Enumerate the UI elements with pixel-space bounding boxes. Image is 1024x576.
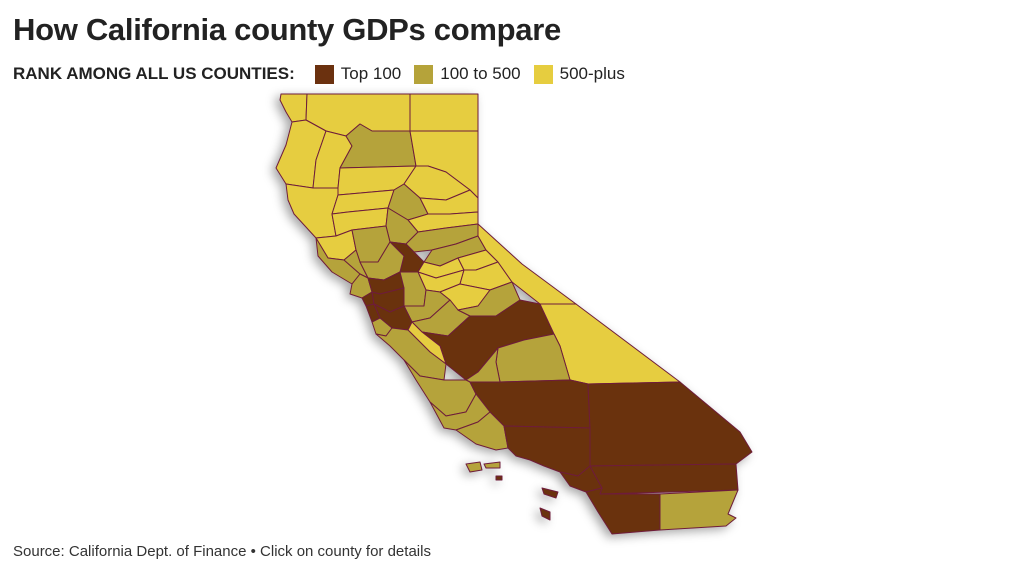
legend-swatch-500-plus [533,64,553,84]
county-mendocino[interactable] [285,183,339,239]
legend-item-top-100: Top 100 [314,64,402,84]
island-santa-cruz[interactable] [483,461,501,469]
county-del-norte[interactable] [279,93,308,123]
legend-item-500-plus: 500-plus [533,64,625,84]
county-monterey[interactable] [375,327,447,381]
island-san-clemente[interactable] [539,507,551,521]
legend-label: RANK AMONG ALL US COUNTIES: [13,64,295,83]
county-riverside[interactable] [589,463,739,495]
county-imperial[interactable] [659,489,739,531]
legend-text-top-100: Top 100 [340,64,402,83]
legend-item-100-to-500: 100 to 500 [414,64,521,84]
legend-swatch-top-100 [314,64,334,84]
county-ventura[interactable] [455,411,509,451]
legend-text-100-to-500: 100 to 500 [440,64,521,83]
source-note: Source: California Dept. of Finance • Cl… [13,543,431,560]
island-san-nicolas[interactable] [495,475,503,481]
island-catalina[interactable] [541,487,559,499]
island-santa-rosa[interactable] [465,461,483,473]
county-los-angeles[interactable] [503,425,591,477]
legend-swatch-100-to-500 [414,64,434,84]
legend-text-500-plus: 500-plus [559,64,625,83]
state-group [275,93,753,535]
map-title: How California county GDPs compare [13,12,561,47]
county-san-bernardino[interactable] [587,381,753,467]
county-san-diego[interactable] [585,487,661,535]
legend: RANK AMONG ALL US COUNTIES: Top 100 100 … [13,63,638,85]
county-modoc[interactable] [409,93,479,132]
